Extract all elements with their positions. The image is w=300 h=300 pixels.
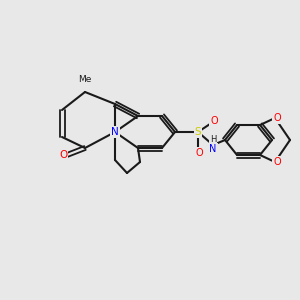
Text: O: O <box>210 116 218 126</box>
Text: N: N <box>111 127 119 137</box>
Text: O: O <box>195 148 203 158</box>
Text: N: N <box>209 144 217 154</box>
Text: O: O <box>273 113 281 123</box>
Text: Me: Me <box>78 74 92 83</box>
Text: O: O <box>59 150 67 160</box>
Text: O: O <box>273 157 281 167</box>
Text: S: S <box>195 127 201 137</box>
Text: H: H <box>210 136 216 145</box>
